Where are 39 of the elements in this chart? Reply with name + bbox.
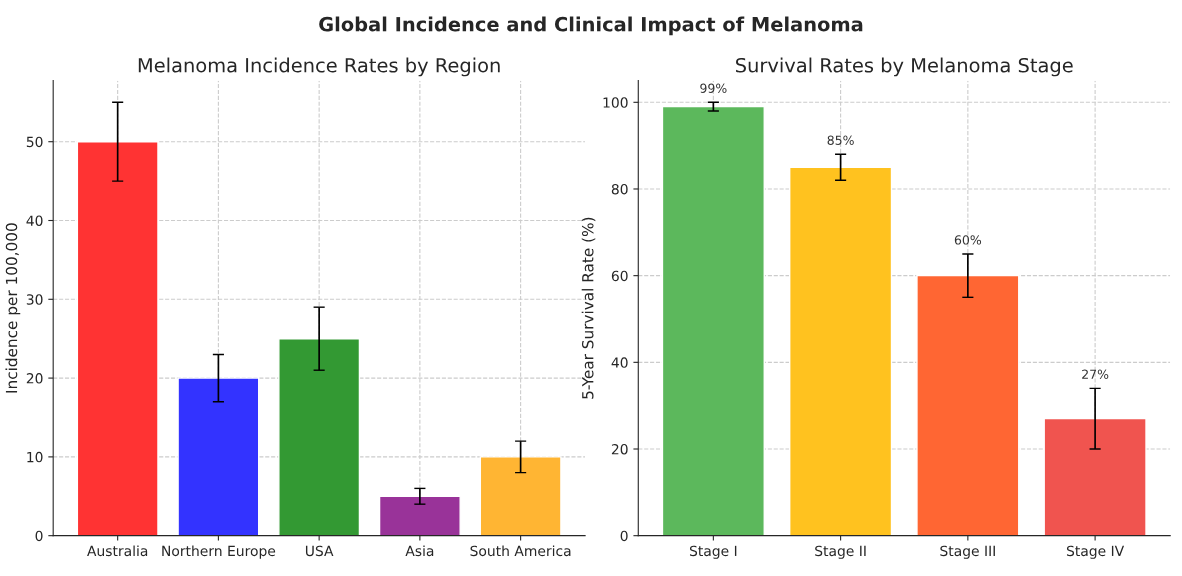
bar bbox=[378, 495, 461, 536]
x-tick-label: Stage IV bbox=[1066, 545, 1125, 559]
x-tick-label: Northern Europe bbox=[162, 545, 276, 559]
bar bbox=[916, 274, 1020, 536]
y-tick-label: 40 bbox=[26, 215, 43, 226]
y-tick-label: 50 bbox=[26, 136, 43, 148]
y-tick-label: 30 bbox=[26, 294, 43, 305]
text: Global Incidence and Clinical Impact of Melanoma bbox=[319, 16, 863, 36]
chart-title: Melanoma Incidence Rates by Region bbox=[138, 57, 500, 77]
data-label: 27% bbox=[1082, 369, 1109, 379]
x-tick-label: Australia bbox=[87, 545, 148, 557]
x-tick-label: Stage II bbox=[815, 545, 866, 559]
y-tick-label: 20 bbox=[611, 443, 628, 455]
data-label: 85% bbox=[827, 135, 854, 145]
x-tick-label: Asia bbox=[405, 545, 434, 557]
bar bbox=[479, 456, 562, 536]
bar bbox=[789, 166, 893, 536]
x-tick-label: USA bbox=[305, 545, 334, 557]
x-tick-label: South America bbox=[470, 545, 571, 557]
y-tick-label: 100 bbox=[603, 97, 628, 108]
y-tick-label: 80 bbox=[611, 183, 628, 195]
bar bbox=[177, 377, 260, 536]
bar bbox=[661, 105, 765, 536]
bar bbox=[1043, 417, 1147, 536]
x-tick-label: Stage III bbox=[940, 545, 995, 559]
data-label: 99% bbox=[700, 83, 727, 93]
y-axis-title: Incidence per 100,000 bbox=[5, 223, 21, 393]
y-tick-label: 20 bbox=[26, 373, 43, 384]
x-tick-label: Stage I bbox=[689, 545, 737, 559]
chart-title: Survival Rates by Melanoma Stage bbox=[736, 57, 1073, 77]
y-tick-label: 60 bbox=[611, 270, 628, 282]
bar bbox=[76, 141, 159, 536]
bar bbox=[278, 337, 361, 536]
data-label: 60% bbox=[954, 235, 982, 245]
y-tick-label: 0 bbox=[35, 530, 43, 542]
y-tick-label: 10 bbox=[27, 451, 43, 463]
y-tick-label: 0 bbox=[620, 530, 628, 542]
y-tick-label: 40 bbox=[611, 357, 628, 368]
y-axis-title: 5-Year Survival Rate (%) bbox=[581, 217, 596, 399]
